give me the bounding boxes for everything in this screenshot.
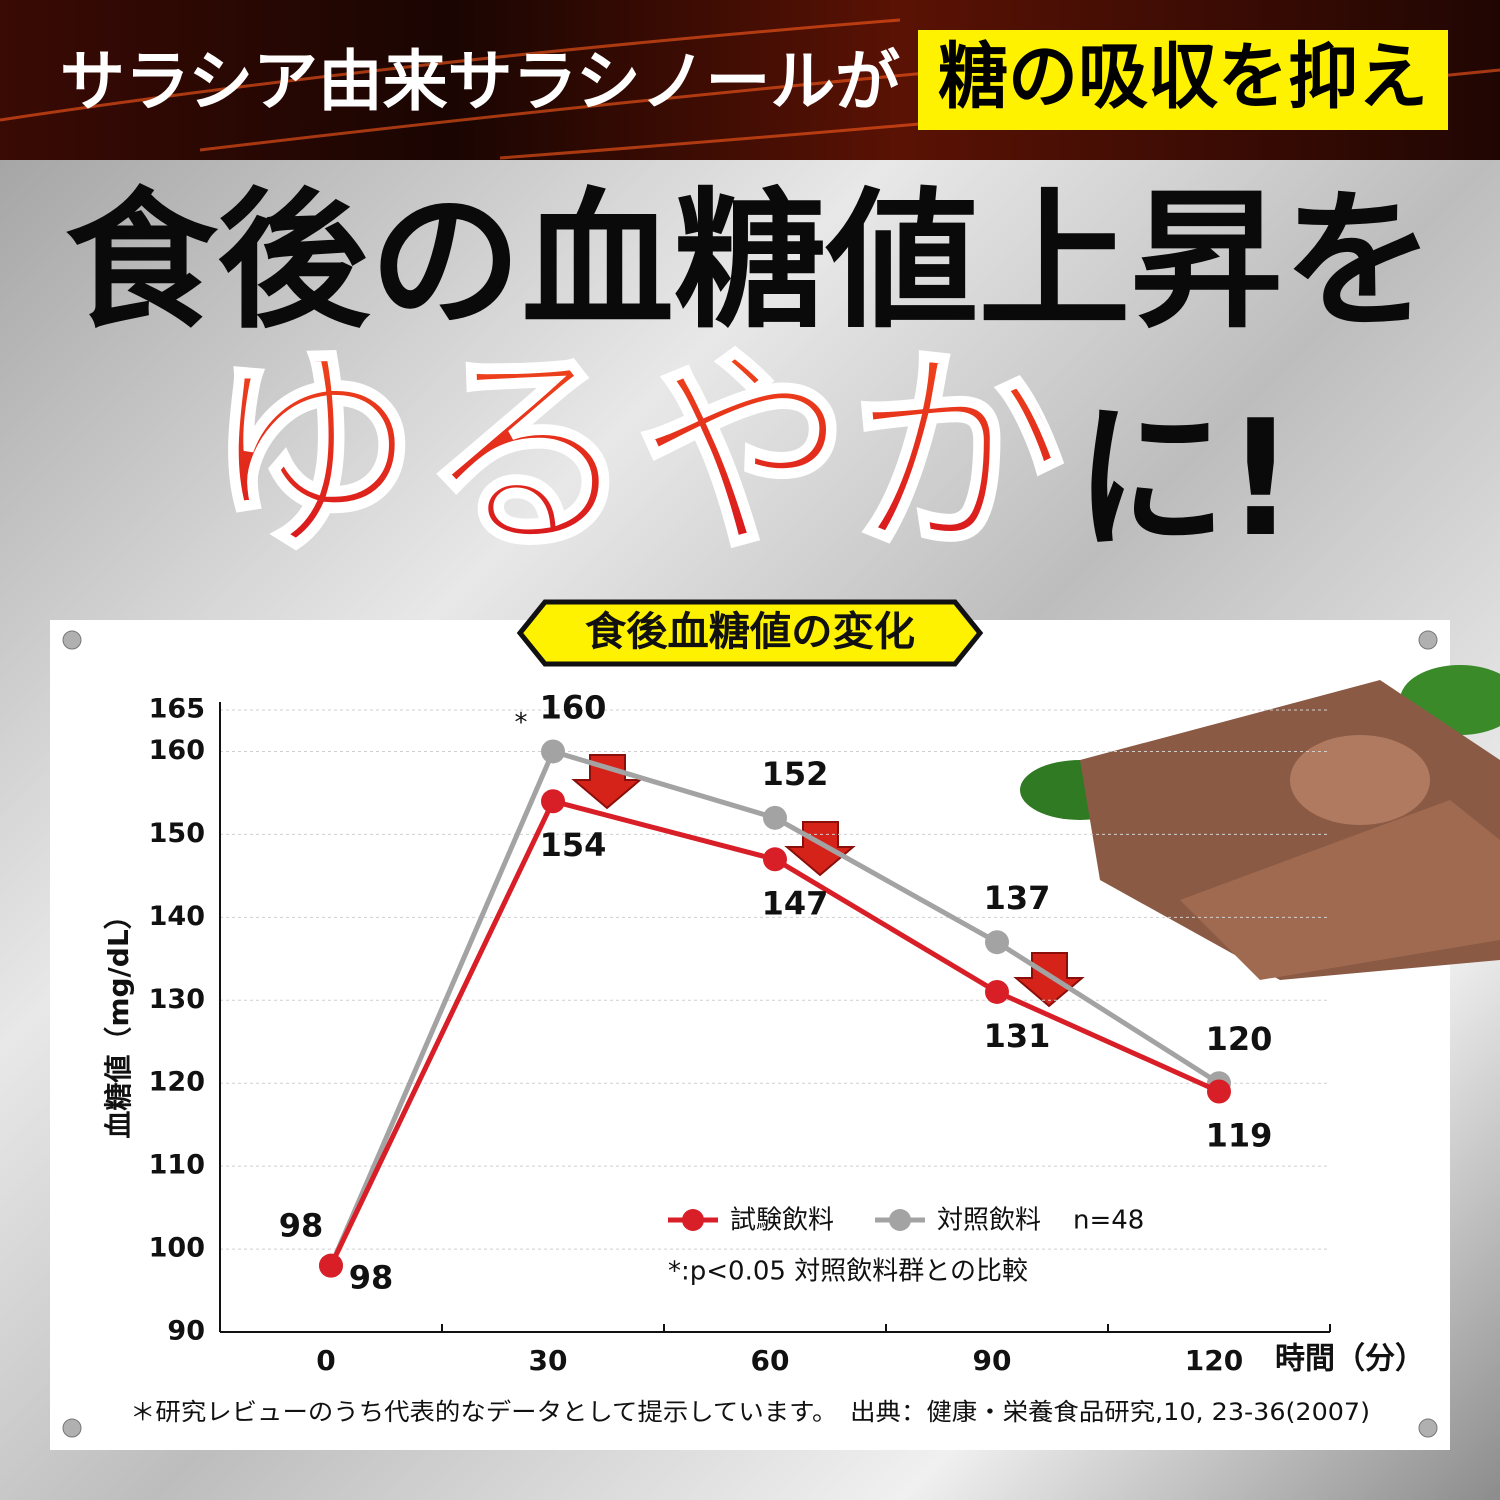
headline-emphasis: ゆるやか bbox=[205, 326, 1065, 582]
y-tick-label: 165 bbox=[149, 694, 205, 725]
x-tick-label: 120 bbox=[1185, 1344, 1243, 1377]
footnote: ＊研究レビューのうち代表的なデータとして提示しています。 出典：健康・栄養食品研… bbox=[130, 1398, 1370, 1426]
y-tick-label: 140 bbox=[149, 901, 205, 932]
header-line1: サラシア由来サラシノールが bbox=[60, 43, 900, 120]
data-point bbox=[985, 930, 1009, 955]
legend-marker bbox=[889, 1209, 911, 1231]
data-point bbox=[319, 1253, 343, 1278]
data-label: 147 bbox=[762, 884, 829, 922]
rivets bbox=[62, 630, 1438, 1438]
data-label: 131 bbox=[984, 1017, 1051, 1055]
y-tick-label: 130 bbox=[149, 984, 205, 1015]
significance-note: *:p<0.05 対照飲料群との比較 bbox=[668, 1257, 1028, 1287]
data-label: 98 bbox=[349, 1259, 394, 1297]
legend-marker bbox=[682, 1209, 704, 1231]
sample-size: n=48 bbox=[1073, 1206, 1144, 1236]
y-tick-label: 160 bbox=[149, 735, 205, 766]
headline-end: に! bbox=[1075, 385, 1295, 572]
annotation: * bbox=[515, 708, 528, 738]
y-tick-label: 120 bbox=[149, 1067, 205, 1098]
data-point bbox=[1207, 1079, 1231, 1104]
y-tick-label: 100 bbox=[149, 1233, 205, 1264]
data-label: 137 bbox=[984, 879, 1051, 917]
highlight-box bbox=[918, 30, 1448, 130]
data-label: 154 bbox=[540, 826, 607, 864]
x-tick-label: 30 bbox=[529, 1344, 568, 1377]
y-tick-label: 150 bbox=[149, 818, 205, 849]
plot: 90 100 110 120 130 140 150 160 165 0 30 60 90 120 98 16… bbox=[149, 688, 1331, 1377]
legend-label: 試験飲料 bbox=[730, 1206, 834, 1236]
x-tick-label: 60 bbox=[751, 1344, 790, 1377]
data-point bbox=[763, 847, 787, 872]
y-tick-label: 110 bbox=[149, 1150, 205, 1181]
y-axis-label: 血糖値（mg/dL） bbox=[102, 901, 135, 1138]
data-point bbox=[541, 739, 565, 764]
data-label: 160 bbox=[540, 688, 607, 726]
data-label: 119 bbox=[1206, 1116, 1273, 1154]
data-label: 98 bbox=[279, 1207, 324, 1245]
x-tick-label: 0 bbox=[316, 1344, 335, 1377]
chart-title-badge bbox=[516, 599, 984, 667]
data-point bbox=[985, 979, 1009, 1004]
plant-decoration bbox=[1020, 665, 1500, 980]
x-tick-label: 90 bbox=[973, 1344, 1012, 1377]
y-tick-label: 90 bbox=[167, 1316, 205, 1347]
data-point bbox=[763, 805, 787, 830]
data-label: 120 bbox=[1206, 1020, 1273, 1058]
legend-label: 対照飲料 bbox=[937, 1206, 1041, 1236]
x-axis-label: 時間（分） bbox=[1275, 1342, 1425, 1377]
data-label: 152 bbox=[762, 755, 829, 793]
chart-title: 食後血糖値の変化 bbox=[585, 609, 915, 655]
data-point bbox=[541, 789, 565, 814]
headline: 食後の血糖値上昇を bbox=[65, 175, 1435, 349]
header-highlight: 糖の吸収を抑え bbox=[938, 35, 1428, 119]
